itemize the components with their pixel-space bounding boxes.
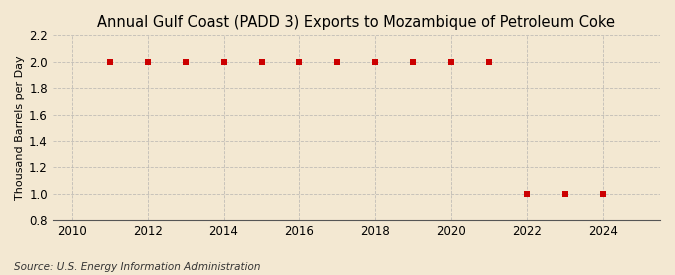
Text: Source: U.S. Energy Information Administration: Source: U.S. Energy Information Administ… bbox=[14, 262, 260, 272]
Y-axis label: Thousand Barrels per Day: Thousand Barrels per Day bbox=[15, 56, 25, 200]
Title: Annual Gulf Coast (PADD 3) Exports to Mozambique of Petroleum Coke: Annual Gulf Coast (PADD 3) Exports to Mo… bbox=[97, 15, 616, 30]
